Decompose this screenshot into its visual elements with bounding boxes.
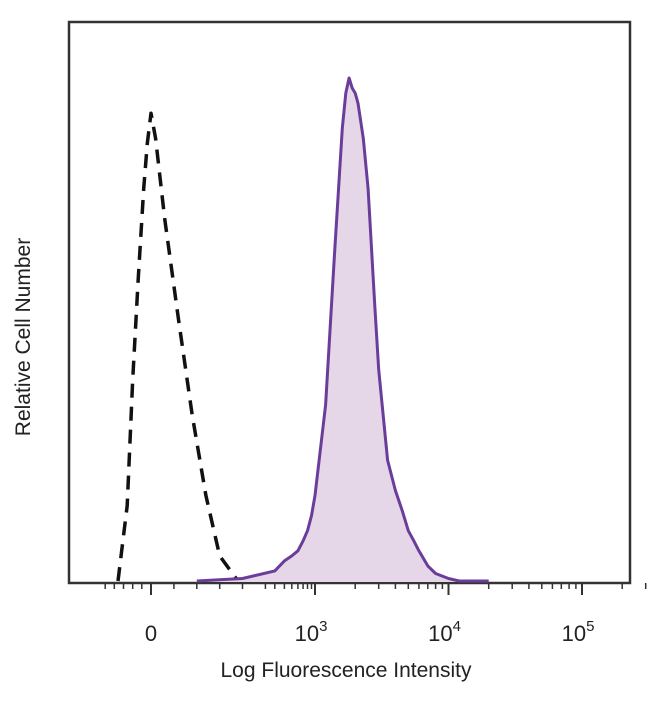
y-axis-label: Relative Cell Number: [12, 238, 35, 436]
stained-histogram-fill: [196, 78, 489, 582]
plot-frame: [67, 20, 632, 585]
x-axis-label: Log Fluorescence Intensity: [221, 659, 472, 682]
x-tick-label: 0: [145, 621, 157, 646]
control-histogram-line: [116, 111, 240, 583]
x-tick-label: 105: [562, 618, 595, 646]
x-tick-label: 103: [295, 618, 328, 646]
x-tick-label: 104: [428, 618, 461, 646]
stained-histogram-line: [196, 76, 489, 583]
